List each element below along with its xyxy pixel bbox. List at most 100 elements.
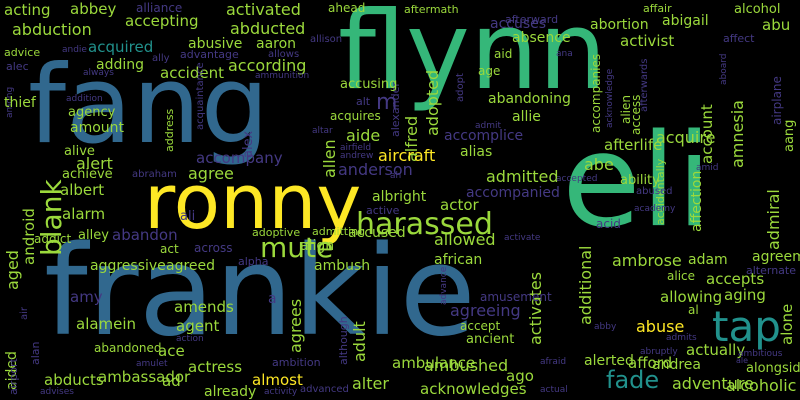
- word-already: amid: [696, 163, 719, 173]
- word-access: accompany: [196, 149, 283, 167]
- word-andrea: activity: [264, 387, 298, 397]
- word-afterward: afterward: [505, 13, 559, 26]
- word-aggressive: alan: [29, 341, 42, 365]
- word-allie: addict: [34, 232, 72, 246]
- word-aaron: aaron: [256, 36, 297, 52]
- word-alcoholic: aang: [782, 119, 797, 152]
- word-afford: already: [204, 384, 257, 400]
- word-abusive: abusive: [188, 36, 243, 52]
- word-acid: alamein: [76, 315, 137, 333]
- word-allen: ability: [620, 173, 660, 188]
- word-amid: acknowledge: [605, 68, 615, 128]
- word-eli: eli: [562, 107, 712, 256]
- word-accidentally: anderson: [338, 160, 413, 179]
- word-admitted: ambush: [314, 258, 371, 274]
- word-alt: alt: [356, 95, 371, 108]
- word-agreed: accept: [460, 319, 501, 333]
- word-alternate: advance: [439, 266, 449, 305]
- word-actually: ambushed: [424, 356, 509, 375]
- word-advance: admitted: [486, 167, 559, 186]
- word-abbey: abbey: [70, 0, 117, 18]
- word-advantage: advantage: [180, 48, 239, 61]
- word-actress: alcoholic: [726, 376, 797, 395]
- word-acquire: allowed: [434, 230, 496, 249]
- word-alex: allie: [512, 109, 541, 125]
- word-ambitious: afraid: [540, 357, 567, 367]
- word-ahead: ahead: [328, 1, 366, 15]
- word-agency: active: [366, 204, 400, 217]
- word-android: addition: [66, 94, 103, 104]
- word-ambush: admits: [666, 333, 697, 343]
- word-alert: admitting: [312, 225, 366, 238]
- word-ah: allen: [320, 139, 339, 178]
- word-aid: aid: [494, 47, 513, 61]
- word-activates: abe: [584, 155, 614, 174]
- word-action: alter: [352, 374, 389, 393]
- word-tap: tap: [712, 302, 781, 351]
- word-aboard: aircraft: [378, 146, 436, 165]
- word-aging: adult: [350, 321, 369, 362]
- word-andie: andie: [62, 45, 87, 55]
- word-across: agreeing: [450, 301, 521, 320]
- word-admitting: additional: [576, 245, 595, 325]
- word-accepted: african: [434, 252, 483, 268]
- word-accomplice: abandon: [112, 226, 178, 244]
- word-ability: ambrose: [612, 251, 682, 270]
- word-allows: allows: [268, 49, 300, 60]
- word-address: aide: [346, 126, 381, 145]
- word-abandoned: almost: [252, 371, 303, 389]
- word-amy: abruptly: [640, 347, 678, 357]
- word-ali: ali: [180, 209, 196, 224]
- word-amusement: ale: [736, 356, 749, 365]
- word-accident: accident: [160, 64, 224, 82]
- word-amends: ambitious: [738, 349, 783, 359]
- word-affection: accomplice: [444, 128, 524, 144]
- word-age: age: [478, 64, 501, 78]
- word-alerted: access: [629, 94, 643, 135]
- word-allowing: ambition: [272, 356, 321, 369]
- word-acting: acting: [4, 1, 51, 19]
- word-harassed: harassed: [356, 207, 493, 242]
- word-alien: alive: [64, 144, 95, 159]
- word-affect: affect: [723, 32, 755, 45]
- word-ancient: amulet: [136, 359, 168, 369]
- word-abandoning: accompanied: [466, 185, 560, 201]
- word-aged: thief: [4, 95, 36, 111]
- word-afterlife: acid: [596, 217, 621, 231]
- word-acknowledges: admiral: [764, 189, 783, 250]
- word-aide: alley: [78, 228, 109, 243]
- word-allison: allison: [310, 34, 343, 45]
- word-alan: acquires: [330, 109, 381, 123]
- word-accusing: albert: [60, 181, 105, 199]
- word-admits: actress: [188, 358, 243, 376]
- word-alfred: accusing: [340, 77, 398, 92]
- word-aided: agency: [68, 105, 116, 120]
- word-accuses: accuses: [490, 16, 547, 32]
- word-accused: aging: [724, 286, 766, 304]
- word-accept: ambassador: [98, 368, 191, 386]
- word-adam: ace: [158, 342, 185, 360]
- word-admit: accused: [348, 225, 406, 241]
- word-activated: activated: [226, 0, 301, 19]
- word-agent: alongside: [746, 361, 800, 376]
- word-accepting: accepting: [125, 12, 199, 30]
- word-addition: actor: [440, 196, 479, 214]
- word-amount: academy: [634, 204, 676, 214]
- word-anderson: activate: [504, 233, 541, 243]
- word-according: according: [228, 56, 307, 75]
- word-alpha: abby: [594, 322, 617, 332]
- word-ronny: ronny: [144, 157, 362, 246]
- word-agree: alpha: [238, 255, 269, 268]
- word-advice: advice: [4, 46, 41, 59]
- word-alive: adoptive: [252, 226, 301, 239]
- word-aftermath: aftermath: [404, 3, 459, 16]
- word-ad: adventure: [672, 374, 754, 393]
- word-agreement: airport: [7, 358, 20, 395]
- word-thief: albright: [372, 189, 427, 205]
- word-abu: abu: [762, 16, 791, 34]
- word-account: afterlife: [604, 136, 663, 154]
- word-mute: mute: [260, 231, 334, 264]
- word-abandon: accepts: [706, 270, 765, 288]
- word-achieve: aggressive: [90, 258, 166, 274]
